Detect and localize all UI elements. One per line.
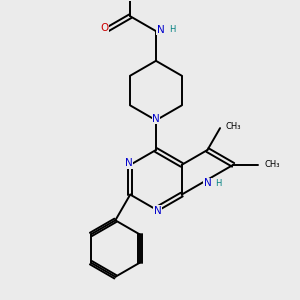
Text: N: N xyxy=(154,206,161,216)
Text: CH₃: CH₃ xyxy=(226,122,241,131)
Text: H: H xyxy=(215,179,222,188)
Text: O: O xyxy=(100,23,109,33)
Text: H: H xyxy=(169,25,176,34)
Text: N: N xyxy=(152,114,160,124)
Text: N: N xyxy=(125,158,133,168)
Text: CH₃: CH₃ xyxy=(264,160,280,169)
Text: N: N xyxy=(157,25,164,34)
Text: N: N xyxy=(203,178,211,188)
